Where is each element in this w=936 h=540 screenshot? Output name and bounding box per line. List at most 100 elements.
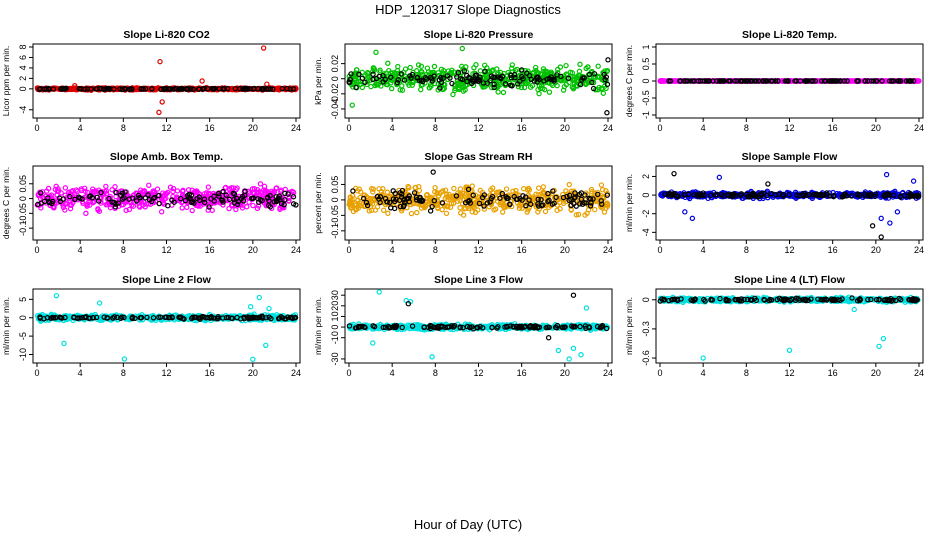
data-point — [383, 70, 389, 76]
data-point — [140, 86, 146, 92]
y-tick-label: -0.5 — [641, 90, 651, 106]
x-tick-label: 16 — [517, 368, 527, 378]
data-point — [590, 85, 597, 92]
outlier-point — [61, 340, 67, 347]
data-point — [604, 81, 611, 88]
data-point — [554, 72, 560, 78]
data-point — [432, 184, 438, 191]
data-point — [407, 64, 413, 71]
data-point — [410, 79, 416, 86]
data-point — [577, 61, 583, 67]
y-tick-label: 0 — [18, 196, 28, 201]
panel-title: Slope Gas Stream RH — [425, 151, 533, 163]
x-tick-label: 0 — [346, 245, 351, 255]
outlier-point — [157, 58, 163, 65]
outlier-point — [256, 294, 263, 301]
y-tick-label: 0 — [641, 78, 651, 83]
x-tick-label: 8 — [433, 123, 438, 133]
data-point — [561, 83, 568, 90]
y-tick-label: 8 — [18, 44, 28, 49]
data-point — [548, 74, 554, 80]
data-point — [348, 71, 354, 77]
data-point — [449, 80, 455, 87]
data-point — [380, 207, 387, 214]
data-point — [517, 78, 523, 84]
y-tick-label: 0.05 — [330, 176, 340, 194]
data-point — [529, 82, 536, 89]
outlier-point — [373, 49, 379, 55]
data-point — [353, 67, 360, 73]
data-point — [401, 77, 408, 83]
data-point — [480, 83, 486, 89]
data-point — [174, 188, 181, 194]
data-point — [455, 70, 462, 76]
outlier-point — [716, 174, 723, 181]
data-point — [216, 86, 223, 92]
x-tick-label: 8 — [433, 368, 438, 378]
data-point — [536, 82, 543, 89]
x-tick-label: 24 — [914, 245, 924, 255]
data-point — [179, 205, 185, 211]
data-point — [487, 77, 493, 84]
data-point — [209, 85, 215, 92]
outlier-point — [869, 223, 876, 229]
x-tick-label: 12 — [161, 245, 171, 255]
x-tick-label: 0 — [34, 245, 39, 255]
data-point — [541, 78, 547, 84]
y-tick-label: -0.02 — [330, 84, 340, 105]
data-point — [475, 76, 481, 83]
data-point — [457, 205, 463, 211]
x-tick-label: 4 — [78, 123, 83, 133]
x-tick-label: 20 — [248, 245, 258, 255]
data-point — [146, 182, 152, 188]
series-hourly — [662, 170, 922, 240]
data-point — [414, 74, 421, 81]
x-tick-label: 4 — [390, 368, 395, 378]
x-tick-label: 0 — [34, 368, 39, 378]
data-point — [408, 210, 415, 217]
panel-title: Slope Amb. Box Temp. — [110, 151, 223, 163]
data-point — [524, 70, 530, 76]
data-point — [583, 81, 589, 88]
x-tick-label: 12 — [161, 368, 171, 378]
data-point — [368, 83, 374, 90]
data-point — [581, 75, 588, 81]
data-point — [385, 210, 391, 217]
outlier-point — [72, 83, 78, 89]
outlier-point — [96, 300, 103, 306]
data-point — [575, 73, 581, 79]
x-tick-label: 16 — [517, 123, 527, 133]
data-point — [370, 71, 376, 77]
y-axis-label: degrees C per min. — [1, 167, 11, 239]
data-point — [409, 71, 416, 78]
data-point — [399, 83, 405, 89]
outlier-point — [250, 356, 256, 362]
outlier-point — [159, 99, 165, 105]
data-point — [595, 63, 601, 69]
data-point — [431, 63, 438, 70]
data-point — [385, 60, 391, 66]
data-point — [173, 86, 180, 92]
x-tick-label: 20 — [560, 368, 570, 378]
data-point — [195, 86, 202, 92]
data-point — [457, 186, 464, 192]
data-point — [389, 70, 396, 76]
x-tick-label: 12 — [473, 368, 483, 378]
x-tick-label: 8 — [121, 368, 126, 378]
data-point — [518, 67, 525, 73]
data-point — [96, 85, 103, 92]
data-point — [415, 62, 422, 68]
data-point — [437, 85, 443, 91]
y-tick-label: 0.5 — [641, 58, 651, 71]
x-tick-label: 0 — [657, 245, 662, 255]
data-point — [237, 86, 243, 92]
data-point — [201, 85, 208, 92]
data-point — [419, 71, 426, 77]
data-point — [448, 69, 454, 76]
x-tick-label: 24 — [603, 368, 613, 378]
y-tick-label: -4 — [18, 106, 28, 114]
data-point — [284, 85, 290, 92]
